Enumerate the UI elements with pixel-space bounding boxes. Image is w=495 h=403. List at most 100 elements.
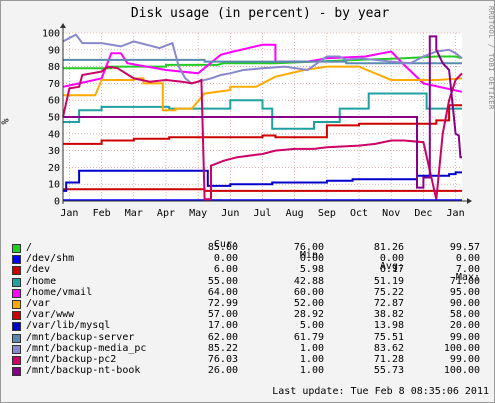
x-tick-label: Jan — [60, 208, 78, 219]
legend-min-value: 5.00 — [299, 320, 324, 332]
legend-header: Cur: Min: Avg: Max: — [8, 228, 488, 283]
legend-avg-value: 51.19 — [373, 275, 404, 287]
x-tick-label: Feb — [93, 208, 111, 219]
legend-label: /dev — [26, 264, 51, 276]
legend-swatch — [12, 333, 21, 343]
legend-row: /mnt/backup-nt-book 26.00 1.00 55.73 100.00 — [8, 365, 488, 377]
legend-row: /mnt/backup-server 62.00 61.79 75.51 99.00 — [8, 332, 488, 344]
y-tick-label: 0 — [54, 197, 60, 208]
legend-max-value: 100.00 — [443, 365, 480, 377]
legend-swatch — [12, 300, 21, 309]
series-line — [63, 92, 462, 130]
y-tick-label: 60 — [48, 96, 60, 107]
y-tick-label: 80 — [48, 62, 60, 73]
legend-avg-value: 83.62 — [373, 342, 404, 354]
legend-swatch — [12, 322, 21, 332]
legend-swatch — [12, 277, 21, 287]
legend-min-value: 76.00 — [293, 242, 324, 253]
x-tick-label: May — [189, 208, 207, 219]
y-tick-label: 10 — [48, 180, 60, 191]
legend-min-value: 60.00 — [293, 286, 324, 298]
legend-row: /var/www 57.00 28.92 38.82 58.00 — [8, 309, 488, 321]
legend-row: /dev/shm 0.00 0.00 0.00 0.00 — [8, 253, 488, 265]
legend-max-value: 99.00 — [449, 331, 480, 343]
legend-max-value: 7.00 — [455, 264, 480, 276]
legend-max-value: 99.00 — [449, 354, 480, 365]
legend-row: /dev 6.00 5.98 6.17 7.00 — [8, 264, 488, 276]
legend-cur-value: 0.00 — [213, 253, 238, 265]
legend-avg-value: 71.28 — [373, 354, 404, 365]
legend-cur-value: 55.00 — [207, 275, 238, 287]
legend-max-value: 99.57 — [449, 242, 480, 253]
x-tick-label: Sep — [318, 208, 336, 219]
legend-swatch — [12, 356, 21, 365]
legend-max-value: 71.00 — [449, 275, 480, 287]
x-tick-label: Jun — [221, 208, 239, 219]
legend-label: /home/vmail — [26, 286, 93, 298]
legend-min-value: 61.79 — [293, 331, 324, 343]
legend-avg-value: 13.98 — [373, 320, 404, 332]
x-tick-label: Jan — [447, 208, 465, 219]
legend-row: /var/lib/mysql 17.00 5.00 13.98 20.00 — [8, 320, 488, 332]
x-tick-label: Nov — [382, 208, 400, 219]
legend-max-value: 20.00 — [449, 320, 480, 332]
legend-label: /dev/shm — [26, 253, 75, 265]
legend-min-value: 1.00 — [299, 354, 324, 365]
x-tick-label: Apr — [157, 208, 175, 219]
legend-cur-value: 72.99 — [207, 298, 238, 309]
legend-min-value: 52.00 — [293, 298, 324, 309]
legend-label: /var — [26, 298, 51, 309]
legend-label: /home — [26, 275, 57, 287]
x-tick-label: Dec — [414, 208, 432, 219]
legend-label: /mnt/backup-server — [26, 331, 135, 343]
legend-min-value: 0.00 — [299, 253, 324, 265]
x-tick-label: Oct — [350, 208, 368, 219]
legend-avg-value: 75.22 — [373, 286, 404, 298]
legend-swatch — [12, 244, 21, 253]
legend-max-value: 0.00 — [455, 253, 480, 265]
last-update: Last update: Tue Feb 8 08:35:06 2011 — [272, 386, 489, 397]
legend-swatch — [12, 311, 21, 321]
y-tick-label: 50 — [48, 113, 60, 124]
legend-cur-value: 6.00 — [213, 264, 238, 276]
legend-row: /home 55.00 42.88 51.19 71.00 — [8, 276, 488, 288]
watermark: RRDTOOL / TOBI OETIKER — [487, 6, 495, 110]
legend-swatch — [12, 255, 21, 265]
legend-row: /var 72.99 52.00 72.87 90.00 — [8, 298, 488, 310]
legend-swatch — [12, 367, 21, 377]
x-tick-label: Jul — [253, 208, 271, 219]
y-tick-label: 100 — [42, 29, 60, 40]
legend-swatch — [12, 266, 21, 276]
legend-row: /mnt/backup-pc2 76.03 1.00 71.28 99.00 — [8, 354, 488, 366]
series-line — [63, 35, 462, 189]
header-avg: Avg: — [379, 261, 404, 272]
legend-swatch — [12, 344, 21, 354]
legend-row: / 85.00 76.00 81.26 99.57 — [8, 242, 488, 254]
legend-avg-value: 72.87 — [373, 298, 404, 309]
legend-max-value: 95.00 — [449, 286, 480, 298]
legend-avg-value: 55.73 — [373, 365, 404, 377]
legend-max-value: 90.00 — [449, 298, 480, 309]
y-tick-label: 40 — [48, 129, 60, 140]
legend-avg-value: 0.00 — [379, 253, 404, 265]
legend-min-value: 1.00 — [299, 342, 324, 354]
x-tick-label: Aug — [286, 208, 304, 219]
legend-cur-value: 85.00 — [207, 242, 238, 253]
legend-min-value: 42.88 — [293, 275, 324, 287]
legend-min-value: 1.00 — [299, 365, 324, 377]
chart-title: Disk usage (in percent) - by year — [130, 6, 390, 21]
x-axis-arrow — [467, 198, 472, 204]
legend-max-value: 100.00 — [443, 342, 480, 354]
legend-cur-value: 85.22 — [207, 342, 238, 354]
legend-avg-value: 38.82 — [373, 309, 404, 321]
legend-cur-value: 62.00 — [207, 331, 238, 343]
series-line — [63, 58, 462, 65]
legend-min-value: 28.92 — [293, 309, 324, 321]
legend-label: /var/lib/mysql — [26, 320, 111, 332]
legend-label: /mnt/backup-nt-book — [26, 365, 141, 377]
legend-cur-value: 17.00 — [207, 320, 238, 332]
legend-row: /home/vmail 64.00 60.00 75.22 95.00 — [8, 287, 488, 299]
legend-avg-value: 6.17 — [379, 264, 404, 276]
legend-min-value: 5.98 — [299, 264, 324, 276]
